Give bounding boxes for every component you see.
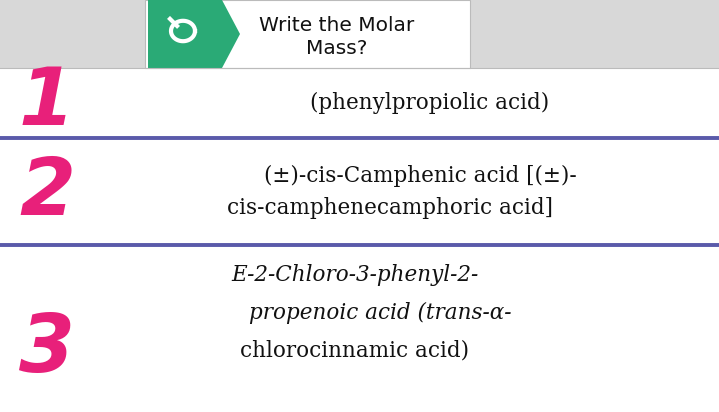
- Text: cis-camphenecamphoric acid]: cis-camphenecamphoric acid]: [227, 197, 553, 218]
- Text: Mass?: Mass?: [306, 40, 367, 59]
- Text: Write the Molar: Write the Molar: [259, 16, 414, 35]
- Text: 3: 3: [19, 311, 75, 389]
- Text: chlorocinnamic acid): chlorocinnamic acid): [240, 340, 470, 362]
- Text: (phenylpropiolic acid): (phenylpropiolic acid): [311, 92, 549, 114]
- Text: (±)-cis-Camphenic acid [(±)-: (±)-cis-Camphenic acid [(±)-: [264, 164, 577, 187]
- Text: 1: 1: [19, 64, 75, 142]
- Bar: [145, 0, 470, 68]
- Text: 2: 2: [19, 154, 75, 232]
- Text: propenoic acid (trans-α-: propenoic acid (trans-α-: [249, 302, 511, 324]
- Polygon shape: [148, 0, 240, 68]
- Bar: [0, 68, 719, 412]
- Text: E-2-Chloro-3-phenyl-2-: E-2-Chloro-3-phenyl-2-: [232, 264, 479, 286]
